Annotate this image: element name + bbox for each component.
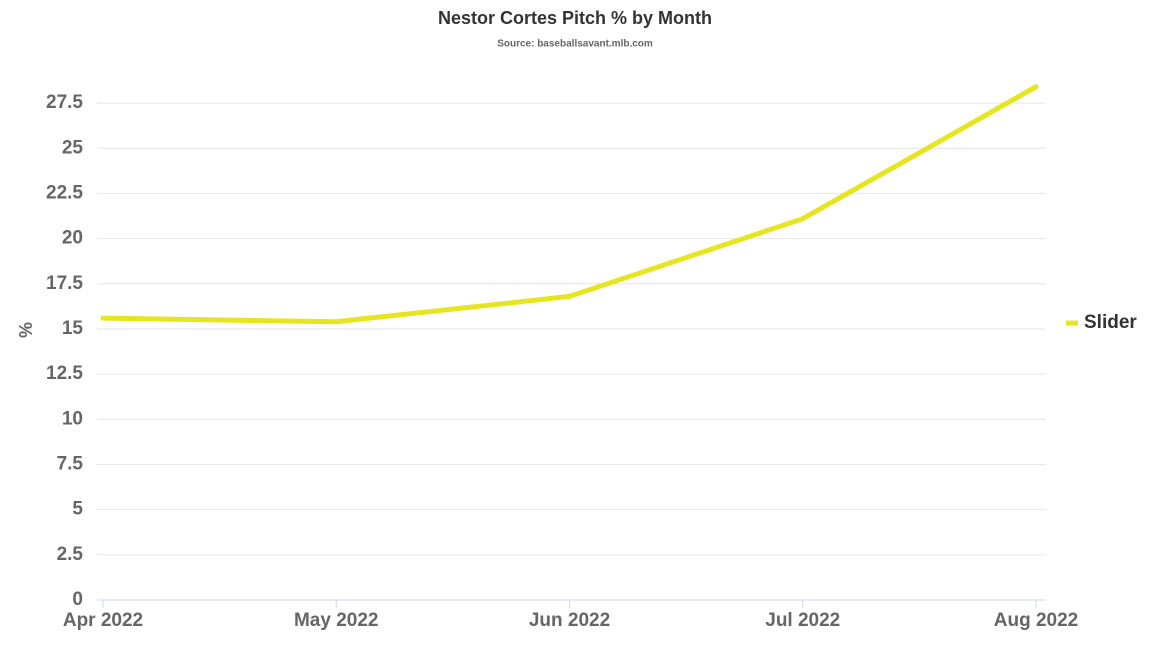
x-tick-label: Apr 2022 <box>63 610 143 631</box>
x-tick-label: Jun 2022 <box>529 610 610 631</box>
y-tick-label: 5 <box>72 499 83 520</box>
y-tick-label: 17.5 <box>46 273 83 294</box>
y-tick-label: 12.5 <box>46 363 83 384</box>
x-tick-label: Aug 2022 <box>994 610 1078 631</box>
y-tick-label: 20 <box>62 228 83 249</box>
y-tick-label: 7.5 <box>57 453 84 474</box>
x-tick-label: Jul 2022 <box>765 610 840 631</box>
y-tick-label: 22.5 <box>46 182 83 203</box>
chart-title: Nestor Cortes Pitch % by Month <box>438 8 712 28</box>
legend-label: Slider <box>1084 312 1137 333</box>
y-tick-label: 0 <box>72 589 83 610</box>
x-tick-label: May 2022 <box>294 610 379 631</box>
y-tick-label: 25 <box>62 137 84 158</box>
y-axis-label: % <box>16 322 36 338</box>
y-tick-label: 2.5 <box>57 544 84 565</box>
chart-subtitle: Source: baseballsavant.mlb.com <box>497 39 653 50</box>
y-tick-label: 27.5 <box>46 92 83 113</box>
y-tick-label: 15 <box>62 318 84 339</box>
series-line <box>100 84 1039 325</box>
y-tick-label: 10 <box>62 408 83 429</box>
